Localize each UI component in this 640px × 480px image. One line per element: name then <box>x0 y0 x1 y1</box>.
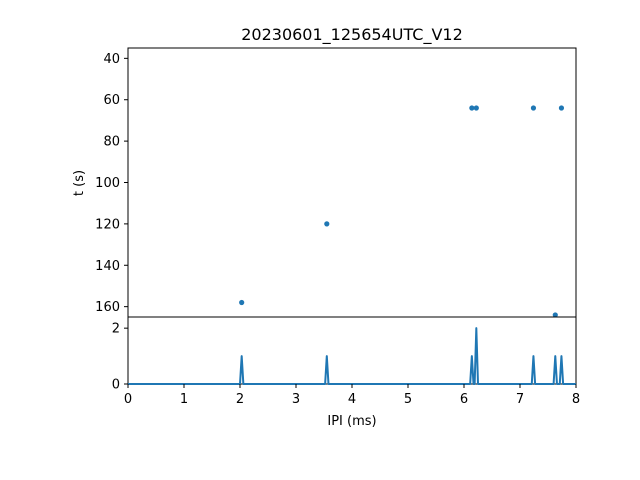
x-tick-label: 8 <box>572 392 580 407</box>
histogram-panel: 0 2 0 1 2 3 4 5 6 7 8 <box>112 316 580 407</box>
x-tick-label: 6 <box>460 392 468 407</box>
y-tick-label: 40 <box>103 52 120 67</box>
scatter-point <box>530 105 537 111</box>
scatter-point <box>469 105 475 111</box>
scatter-point <box>558 105 565 111</box>
x-tick-label: 5 <box>404 392 412 407</box>
x-tick-label: 3 <box>292 392 300 407</box>
scatter-point <box>473 105 479 111</box>
y-axis-title: t (s) <box>72 170 87 196</box>
histogram-series-line <box>128 327 576 385</box>
y-tick-label: 80 <box>103 135 120 150</box>
y-tick-label: 2 <box>112 322 120 337</box>
y-tick-label: 120 <box>95 217 120 232</box>
y-tick-label: 100 <box>95 176 120 191</box>
y-tick-label: 160 <box>95 300 120 315</box>
x-tick-label: 2 <box>236 392 244 407</box>
y-tick-label: 60 <box>103 93 120 108</box>
x-tick-label: 0 <box>124 392 132 407</box>
x-axis-title: IPI (ms) <box>327 414 376 429</box>
x-tick-label: 1 <box>180 392 188 407</box>
scatter-point <box>239 299 245 306</box>
x-tick-label: 7 <box>516 392 524 407</box>
y-tick-label: 0 <box>112 378 120 393</box>
chart-title: 20230601_125654UTC_V12 <box>241 25 463 45</box>
y-tick-label: 140 <box>95 259 120 274</box>
scatter-point <box>552 312 558 318</box>
x-tick-label: 4 <box>348 392 356 407</box>
scatter-point <box>324 221 330 227</box>
